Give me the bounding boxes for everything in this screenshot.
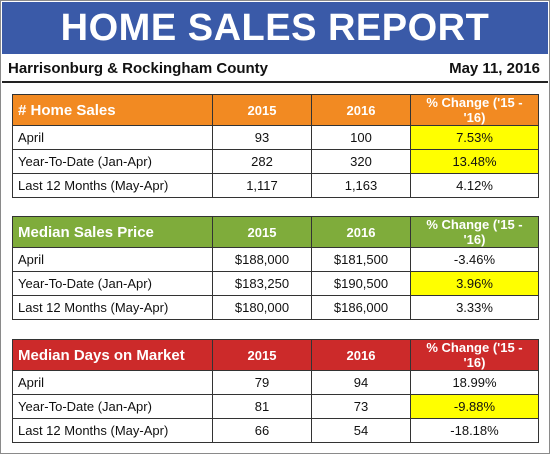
location-label: Harrisonburg & Rockingham County bbox=[8, 59, 269, 77]
column-header-change: % Change ('15 - '16) bbox=[410, 339, 539, 371]
table-header-row: Median Sales Price 2015 2016 % Change ('… bbox=[12, 216, 539, 248]
table-row: Last 12 Months (May-Apr) 1,117 1,163 4.1… bbox=[12, 173, 539, 198]
value-2016: $181,500 bbox=[311, 247, 411, 272]
percent-change: 7.53% bbox=[410, 125, 539, 150]
table-row: Year-To-Date (Jan-Apr) 81 73 -9.88% bbox=[12, 394, 539, 419]
percent-change: -9.88% bbox=[410, 394, 539, 419]
table-row: Year-To-Date (Jan-Apr) 282 320 13.48% bbox=[12, 149, 539, 174]
table-row: Year-To-Date (Jan-Apr) $183,250 $190,500… bbox=[12, 271, 539, 296]
value-2016: 54 bbox=[311, 418, 411, 443]
table-title: Median Days on Market bbox=[12, 339, 213, 371]
percent-change: 4.12% bbox=[410, 173, 539, 198]
column-header-2015: 2015 bbox=[212, 94, 312, 126]
percent-change: 13.48% bbox=[410, 149, 539, 174]
value-2016: $186,000 bbox=[311, 295, 411, 320]
value-2016: 320 bbox=[311, 149, 411, 174]
column-header-2015: 2015 bbox=[212, 339, 312, 371]
header-divider bbox=[2, 81, 548, 83]
value-2015: 282 bbox=[212, 149, 312, 174]
table-row: Last 12 Months (May-Apr) $180,000 $186,0… bbox=[12, 295, 539, 320]
row-label: Year-To-Date (Jan-Apr) bbox=[12, 394, 213, 419]
row-label: Last 12 Months (May-Apr) bbox=[12, 295, 213, 320]
row-label: April bbox=[12, 125, 213, 150]
title-banner: HOME SALES REPORT bbox=[2, 2, 548, 54]
percent-change: -3.46% bbox=[410, 247, 539, 272]
value-2015: 66 bbox=[212, 418, 312, 443]
percent-change: 3.33% bbox=[410, 295, 539, 320]
value-2016: 94 bbox=[311, 370, 411, 395]
table-title: Median Sales Price bbox=[12, 216, 213, 248]
median-sales-price-table: Median Sales Price 2015 2016 % Change ('… bbox=[12, 216, 539, 320]
value-2015: $188,000 bbox=[212, 247, 312, 272]
row-label: Year-To-Date (Jan-Apr) bbox=[12, 149, 213, 174]
table-row: April $188,000 $181,500 -3.46% bbox=[12, 247, 539, 272]
row-label: April bbox=[12, 370, 213, 395]
report-title: HOME SALES REPORT bbox=[60, 6, 490, 49]
value-2016: 100 bbox=[311, 125, 411, 150]
value-2015: $180,000 bbox=[212, 295, 312, 320]
percent-change: 18.99% bbox=[410, 370, 539, 395]
value-2016: $190,500 bbox=[311, 271, 411, 296]
home-sales-table: # Home Sales 2015 2016 % Change ('15 - '… bbox=[12, 94, 539, 198]
value-2015: $183,250 bbox=[212, 271, 312, 296]
column-header-2016: 2016 bbox=[311, 94, 411, 126]
median-days-on-market-table: Median Days on Market 2015 2016 % Change… bbox=[12, 339, 539, 443]
table-header-row: # Home Sales 2015 2016 % Change ('15 - '… bbox=[12, 94, 539, 126]
report-subheader: Harrisonburg & Rockingham County May 11,… bbox=[2, 55, 548, 81]
column-header-change: % Change ('15 - '16) bbox=[410, 94, 539, 126]
column-header-2016: 2016 bbox=[311, 216, 411, 248]
value-2015: 1,117 bbox=[212, 173, 312, 198]
value-2016: 1,163 bbox=[311, 173, 411, 198]
report-date: May 11, 2016 bbox=[449, 59, 540, 77]
row-label: Year-To-Date (Jan-Apr) bbox=[12, 271, 213, 296]
row-label: Last 12 Months (May-Apr) bbox=[12, 418, 213, 443]
value-2015: 93 bbox=[212, 125, 312, 150]
table-row: April 93 100 7.53% bbox=[12, 125, 539, 150]
table-title: # Home Sales bbox=[12, 94, 213, 126]
column-header-2016: 2016 bbox=[311, 339, 411, 371]
row-label: Last 12 Months (May-Apr) bbox=[12, 173, 213, 198]
value-2016: 73 bbox=[311, 394, 411, 419]
percent-change: -18.18% bbox=[410, 418, 539, 443]
value-2015: 81 bbox=[212, 394, 312, 419]
table-row: Last 12 Months (May-Apr) 66 54 -18.18% bbox=[12, 418, 539, 443]
percent-change: 3.96% bbox=[410, 271, 539, 296]
row-label: April bbox=[12, 247, 213, 272]
column-header-2015: 2015 bbox=[212, 216, 312, 248]
value-2015: 79 bbox=[212, 370, 312, 395]
table-header-row: Median Days on Market 2015 2016 % Change… bbox=[12, 339, 539, 371]
table-row: April 79 94 18.99% bbox=[12, 370, 539, 395]
column-header-change: % Change ('15 - '16) bbox=[410, 216, 539, 248]
